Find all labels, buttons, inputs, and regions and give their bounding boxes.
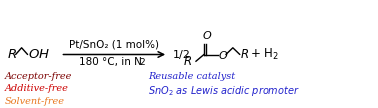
Text: $OH$: $OH$ [28, 48, 50, 61]
Text: Reusable catalyst: Reusable catalyst [148, 72, 235, 81]
Text: 2: 2 [140, 58, 145, 67]
Text: Acceptor-free: Acceptor-free [5, 72, 72, 81]
Text: Additive-free: Additive-free [5, 84, 68, 93]
Text: $O$: $O$ [202, 29, 212, 41]
Text: + H$_2$: + H$_2$ [250, 47, 279, 62]
Text: Pt/SnO₂ (1 mol%): Pt/SnO₂ (1 mol%) [69, 40, 159, 50]
Text: $R$: $R$ [240, 48, 249, 61]
Text: $\it{SnO_2}$ $\it{as\ Lewis\ acidic\ promoter}$: $\it{SnO_2}$ $\it{as\ Lewis\ acidic\ pro… [148, 84, 300, 98]
Text: $R$: $R$ [7, 48, 17, 61]
Text: $R$: $R$ [183, 55, 192, 68]
Text: Solvent-free: Solvent-free [5, 97, 65, 106]
Text: 180 °C, in N: 180 °C, in N [79, 57, 142, 67]
Text: 1/2: 1/2 [173, 49, 191, 60]
Text: $O$: $O$ [218, 48, 228, 60]
